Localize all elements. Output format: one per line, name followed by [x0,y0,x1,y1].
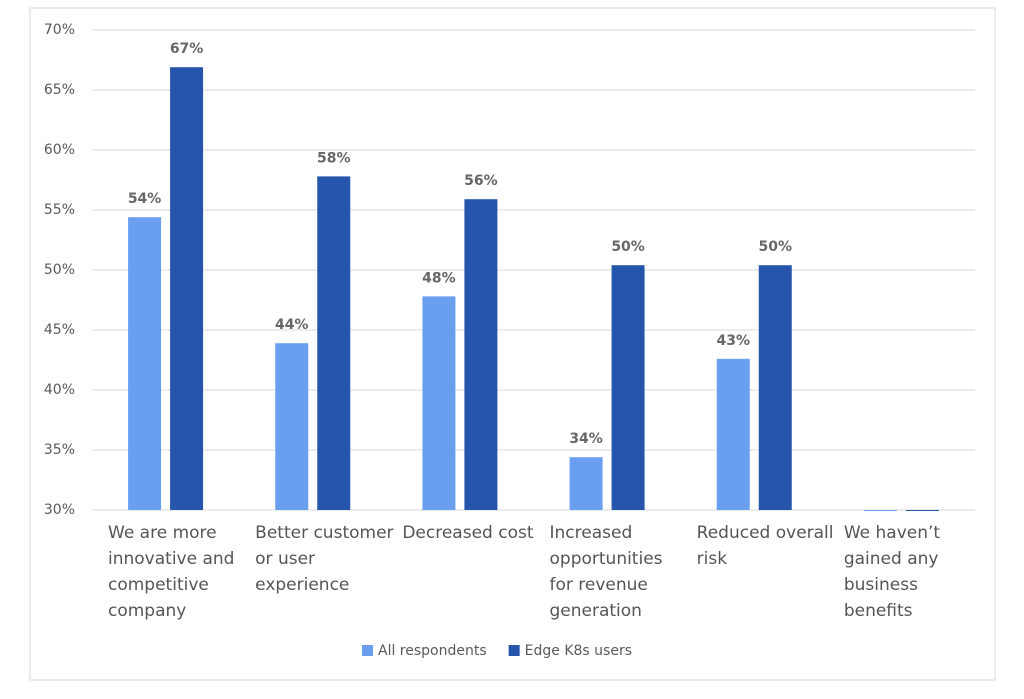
data-label: 43% [716,333,750,349]
y-tick-label: 45% [44,322,75,338]
bar [905,510,939,511]
y-tick-label: 70% [44,22,75,38]
bar [422,296,456,510]
bar [128,217,162,510]
data-label: 34% [569,431,603,447]
x-tick-label: Increased opportunities for revenue gene… [549,523,663,621]
x-tick-label: We haven’t gained any business benefits [843,523,941,621]
bar [170,67,204,510]
x-tick-label: We are more innovative and competitive c… [108,523,235,621]
legend-swatch [508,645,520,656]
y-tick-label: 50% [44,262,75,278]
data-label: 56% [464,173,498,189]
bar [716,358,750,510]
chart-border [29,7,996,681]
bar [275,343,309,510]
data-label: 50% [758,239,792,255]
data-label: 54% [128,191,162,207]
bar [569,457,603,510]
data-label: 50% [611,239,645,255]
bar [464,199,498,510]
x-tick-label: Better customer or user experience [255,523,394,595]
data-label: 58% [317,150,351,166]
bar [863,510,897,511]
data-label: 67% [170,41,204,57]
bar [758,265,792,510]
y-tick-label: 30% [44,502,75,518]
bar [317,176,351,510]
y-tick-label: 60% [44,142,75,158]
x-tick-label: Decreased cost [402,523,534,543]
y-tick-label: 65% [44,82,75,98]
legend-swatch [362,645,373,656]
legend-label: Edge K8s users [525,643,632,659]
bar [611,265,645,510]
legend-label: All respondents [378,643,487,659]
y-tick-label: 55% [44,202,75,218]
x-tick-label: Reduced overall risk [696,523,834,569]
y-tick-label: 40% [44,382,75,398]
data-label: 44% [275,317,309,333]
data-label: 48% [422,270,456,286]
y-tick-label: 35% [44,442,75,458]
